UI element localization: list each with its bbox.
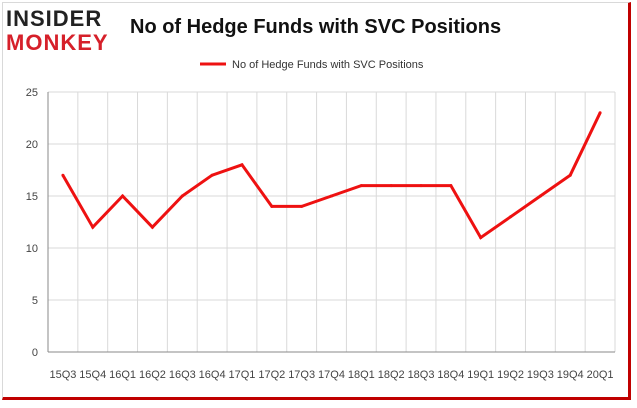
series-layer (61, 111, 602, 240)
x-tick-labels: 15Q3 15Q4 16Q1 16Q2 16Q3 16Q4 17Q1 17Q2 17Q3 17Q4… (49, 369, 613, 381)
x-tick-label: 16Q2 (139, 369, 166, 381)
x-tick-label: 16Q1 (109, 369, 136, 381)
y-tick-labels: 0 5 10 15 20 25 (26, 87, 38, 359)
data-point (180, 194, 184, 198)
data-point (270, 204, 274, 208)
data-point (91, 225, 95, 229)
x-tick-label: 15Q4 (79, 369, 106, 381)
data-point (150, 225, 154, 229)
y-tick-label: 20 (26, 139, 38, 151)
axes (47, 92, 615, 353)
data-point (479, 236, 483, 240)
x-tick-label: 17Q3 (288, 369, 315, 381)
x-tick-label: 19Q4 (557, 369, 584, 381)
y-tick-label: 0 (32, 347, 38, 359)
x-tick-label: 15Q3 (49, 369, 76, 381)
legend: No of Hedge Funds with SVC Positions (200, 59, 424, 71)
series-line (61, 112, 602, 240)
data-point (240, 163, 244, 167)
data-point (359, 184, 363, 188)
x-tick-label: 20Q1 (587, 369, 614, 381)
data-point (389, 184, 393, 188)
data-point (121, 194, 125, 198)
x-tick-label: 17Q2 (258, 369, 285, 381)
x-tick-label: 17Q4 (318, 369, 345, 381)
x-tick-label: 16Q3 (169, 369, 196, 381)
x-tick-label: 17Q1 (229, 369, 256, 381)
x-tick-label: 18Q3 (408, 369, 435, 381)
grid-lines (47, 91, 616, 353)
y-tick-label: 15 (26, 191, 38, 203)
y-tick-label: 25 (26, 87, 38, 99)
x-tick-label: 18Q1 (348, 369, 375, 381)
x-tick-label: 18Q4 (437, 369, 464, 381)
insider-monkey-logo: INSIDER MONKEY (6, 6, 116, 56)
data-point (568, 173, 572, 177)
x-tick-label: 19Q2 (497, 369, 524, 381)
data-point (330, 194, 333, 198)
x-tick-label: 18Q2 (378, 369, 405, 381)
y-tick-label: 5 (32, 295, 38, 307)
logo-text-top: INSIDER (6, 6, 103, 31)
x-tick-label: 19Q1 (467, 369, 494, 381)
x-tick-label: 19Q3 (527, 369, 554, 381)
data-point (210, 173, 214, 177)
data-point (61, 173, 65, 177)
logo-text-bottom: MONKEY (6, 30, 109, 55)
data-point (419, 184, 423, 188)
data-point (449, 184, 453, 188)
data-point (598, 111, 602, 115)
data-point (509, 215, 513, 219)
legend-label: No of Hedge Funds with SVC Positions (232, 59, 424, 71)
x-tick-label: 16Q4 (199, 369, 226, 381)
chart-title: No of Hedge Funds with SVC Positions (130, 16, 502, 38)
data-point (300, 204, 304, 208)
data-point (538, 194, 542, 198)
y-tick-label: 10 (26, 243, 38, 255)
